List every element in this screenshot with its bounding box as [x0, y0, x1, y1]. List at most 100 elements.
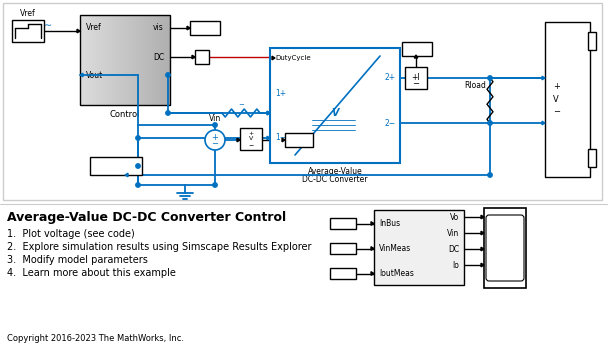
Bar [107, 15, 108, 105]
Text: [Iout]: [Iout] [334, 270, 353, 277]
Bar [113, 15, 114, 105]
Polygon shape [267, 111, 270, 115]
Bar [80, 15, 170, 105]
Bar [92, 15, 93, 105]
Bar [285, 133, 313, 147]
Bar [161, 15, 162, 105]
Polygon shape [542, 121, 545, 125]
Text: DC-DC Converter: DC-DC Converter [302, 175, 368, 184]
Bar [402, 42, 432, 56]
Bar [83, 15, 84, 105]
Bar [140, 15, 141, 105]
Text: V: V [331, 108, 339, 118]
Bar [405, 67, 427, 89]
Text: Rload: Rload [464, 81, 486, 89]
Bar [95, 15, 96, 105]
Text: [vis]: [vis] [196, 23, 213, 32]
Bar [105, 15, 106, 105]
Bar [102, 15, 103, 105]
Bar [89, 15, 90, 105]
Text: 2+: 2+ [385, 74, 396, 82]
Text: Vref: Vref [86, 23, 102, 32]
Bar [148, 15, 149, 105]
Bar [119, 15, 120, 105]
Bar [160, 15, 161, 105]
Bar [90, 157, 142, 175]
Polygon shape [125, 173, 128, 177]
Polygon shape [272, 56, 275, 60]
Text: −: − [412, 80, 420, 89]
Text: +
V
−: + V − [249, 131, 254, 147]
Bar [545, 22, 590, 177]
Polygon shape [267, 136, 270, 140]
Text: DutyCycle: DutyCycle [275, 55, 311, 61]
Bar [136, 15, 137, 105]
Polygon shape [481, 247, 484, 251]
Circle shape [488, 121, 492, 125]
Bar [139, 15, 140, 105]
Bar [109, 15, 110, 105]
Bar [96, 15, 97, 105]
Bar [154, 15, 155, 105]
Circle shape [488, 76, 492, 80]
Polygon shape [481, 263, 484, 267]
Bar [151, 15, 152, 105]
Text: f(x) = 0: f(x) = 0 [102, 162, 131, 171]
Text: +: + [212, 133, 218, 141]
Bar [157, 15, 158, 105]
Text: Vin: Vin [447, 229, 459, 238]
Bar [158, 15, 159, 105]
Bar [118, 15, 119, 105]
Bar [87, 15, 88, 105]
FancyBboxPatch shape [486, 215, 524, 281]
Bar [190, 21, 220, 35]
Bar [588, 149, 596, 167]
Text: Vref: Vref [20, 9, 36, 18]
Bar [80, 15, 81, 105]
Text: 1−: 1− [275, 134, 286, 142]
Bar [132, 15, 133, 105]
Polygon shape [77, 29, 80, 33]
Text: 1.  Plot voltage (see code): 1. Plot voltage (see code) [7, 229, 135, 239]
Bar [162, 15, 163, 105]
Text: [Vin]: [Vin] [290, 135, 308, 144]
Bar [12, 20, 44, 42]
Bar [152, 15, 153, 105]
Bar [138, 15, 139, 105]
Text: [vis]: [vis] [336, 220, 351, 227]
Bar [195, 50, 209, 64]
Bar [126, 15, 127, 105]
Bar [270, 48, 400, 163]
Text: +
V
−: + V − [553, 82, 560, 116]
Bar [145, 15, 146, 105]
Circle shape [136, 136, 140, 140]
Bar [108, 15, 109, 105]
Text: Average-Value DC-DC Converter Control: Average-Value DC-DC Converter Control [7, 211, 286, 224]
Bar [100, 15, 101, 105]
Text: 4.  Learn more about this example: 4. Learn more about this example [7, 268, 176, 278]
Text: VinMeas: VinMeas [379, 244, 411, 253]
Bar [3, 3, 602, 200]
Polygon shape [282, 138, 285, 142]
Bar [153, 15, 154, 105]
Bar [169, 15, 170, 105]
Bar [155, 15, 156, 105]
Polygon shape [414, 55, 418, 58]
Text: Average-Value: Average-Value [308, 167, 362, 176]
Bar [240, 128, 262, 150]
Bar [165, 15, 166, 105]
Text: 3.  Modify model parameters: 3. Modify model parameters [7, 255, 148, 265]
Bar [135, 15, 136, 105]
Bar [168, 15, 169, 105]
Bar [131, 15, 132, 105]
Bar [164, 15, 165, 105]
Bar [117, 15, 118, 105]
Text: −: − [212, 140, 218, 149]
Bar [133, 15, 134, 105]
Bar [124, 15, 125, 105]
Polygon shape [80, 73, 83, 77]
Polygon shape [371, 247, 374, 250]
Bar [99, 15, 100, 105]
Bar [137, 15, 138, 105]
Bar [94, 15, 95, 105]
